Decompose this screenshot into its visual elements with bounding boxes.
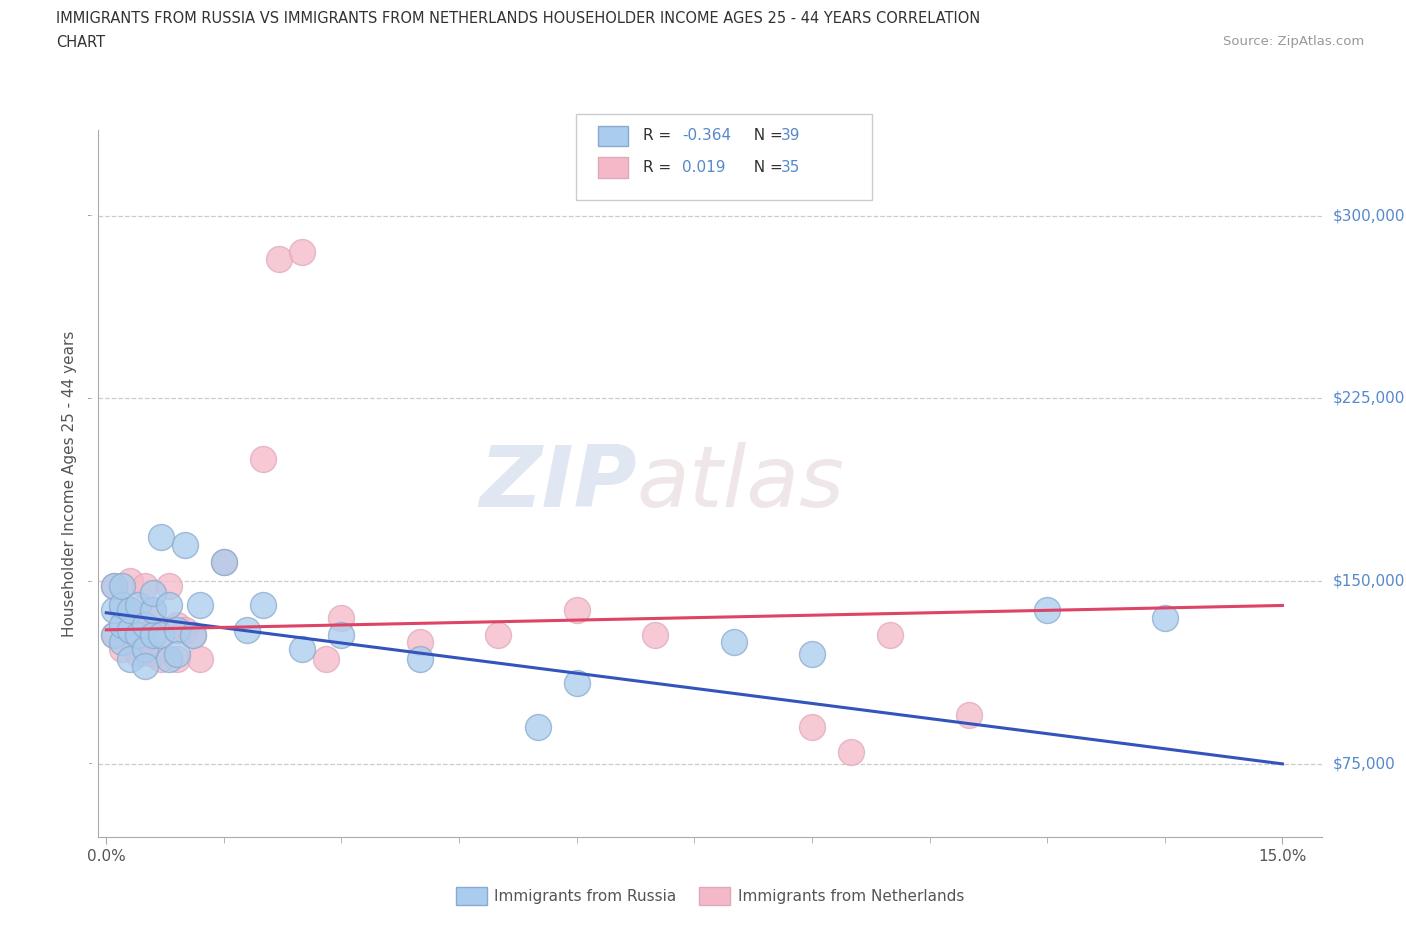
Point (111, 578, 134, 593)
Point (142, 586, 165, 601)
Point (157, 652, 180, 667)
Point (118, 627, 141, 642)
Point (166, 652, 188, 667)
Text: 35: 35 (780, 160, 800, 175)
Text: $150,000: $150,000 (1333, 574, 1405, 589)
Text: R =: R = (643, 128, 676, 143)
Point (157, 598, 180, 613)
Text: N =: N = (744, 160, 787, 175)
Point (212, 554, 235, 569)
Point (142, 627, 165, 642)
Point (142, 603, 165, 618)
Point (127, 618, 149, 632)
Legend: Immigrants from Russia, Immigrants from Netherlands: Immigrants from Russia, Immigrants from … (450, 881, 970, 910)
Text: $75,000: $75,000 (1333, 756, 1396, 771)
Point (181, 627, 204, 642)
Point (409, 652, 432, 667)
Point (166, 618, 188, 632)
Point (127, 598, 149, 613)
Text: CHART: CHART (56, 35, 105, 50)
Point (142, 646, 165, 661)
Point (103, 578, 125, 593)
Point (157, 578, 180, 593)
Point (111, 603, 134, 618)
Point (565, 676, 588, 691)
Point (291, 245, 314, 259)
Text: $225,000: $225,000 (1333, 391, 1405, 405)
Point (134, 659, 156, 674)
Text: R =: R = (643, 160, 676, 175)
Point (879, 627, 901, 642)
Point (188, 598, 212, 613)
Point (103, 578, 125, 593)
Y-axis label: Householder Income Ages 25 - 44 years: Householder Income Ages 25 - 44 years (62, 330, 77, 637)
Point (150, 652, 173, 667)
Point (526, 720, 548, 735)
Point (134, 618, 156, 632)
Text: ZIP: ZIP (479, 442, 637, 525)
Text: N =: N = (744, 128, 787, 143)
Point (236, 622, 259, 637)
Point (103, 603, 125, 618)
Point (188, 652, 212, 667)
Point (103, 627, 125, 642)
Text: Source: ZipAtlas.com: Source: ZipAtlas.com (1223, 35, 1364, 48)
Point (111, 618, 134, 632)
Text: -0.364: -0.364 (682, 128, 731, 143)
Point (142, 603, 165, 618)
Point (252, 598, 274, 613)
Point (839, 744, 862, 759)
Text: IMMIGRANTS FROM RUSSIA VS IMMIGRANTS FROM NETHERLANDS HOUSEHOLDER INCOME AGES 25: IMMIGRANTS FROM RUSSIA VS IMMIGRANTS FRO… (56, 11, 980, 26)
Point (1153, 610, 1175, 625)
Point (118, 603, 141, 618)
Point (1036, 603, 1059, 618)
Point (801, 720, 824, 735)
Point (150, 627, 173, 642)
Point (150, 530, 173, 545)
Point (127, 646, 149, 661)
Point (957, 708, 980, 723)
Point (291, 642, 314, 657)
Point (134, 642, 156, 657)
Point (801, 646, 824, 661)
Point (173, 538, 195, 552)
Point (330, 610, 353, 625)
Point (330, 627, 353, 642)
Point (212, 554, 235, 569)
Point (118, 574, 141, 589)
Point (118, 622, 141, 637)
Point (127, 627, 149, 642)
Point (118, 603, 141, 618)
Text: 39: 39 (780, 128, 800, 143)
Text: atlas: atlas (637, 442, 845, 525)
Point (565, 603, 588, 618)
Point (134, 627, 156, 642)
Point (111, 634, 134, 649)
Point (267, 252, 290, 267)
Point (118, 652, 141, 667)
Point (723, 634, 745, 649)
Point (150, 627, 173, 642)
Point (166, 622, 188, 637)
Point (103, 627, 125, 642)
Point (166, 646, 188, 661)
Point (181, 627, 204, 642)
Point (409, 634, 432, 649)
Point (173, 622, 195, 637)
Point (134, 578, 156, 593)
Point (644, 627, 666, 642)
Point (111, 598, 134, 613)
Text: $300,000: $300,000 (1333, 208, 1405, 223)
Point (111, 642, 134, 657)
Text: 0.019: 0.019 (682, 160, 725, 175)
Point (486, 627, 509, 642)
Point (315, 652, 337, 667)
Point (252, 452, 274, 467)
